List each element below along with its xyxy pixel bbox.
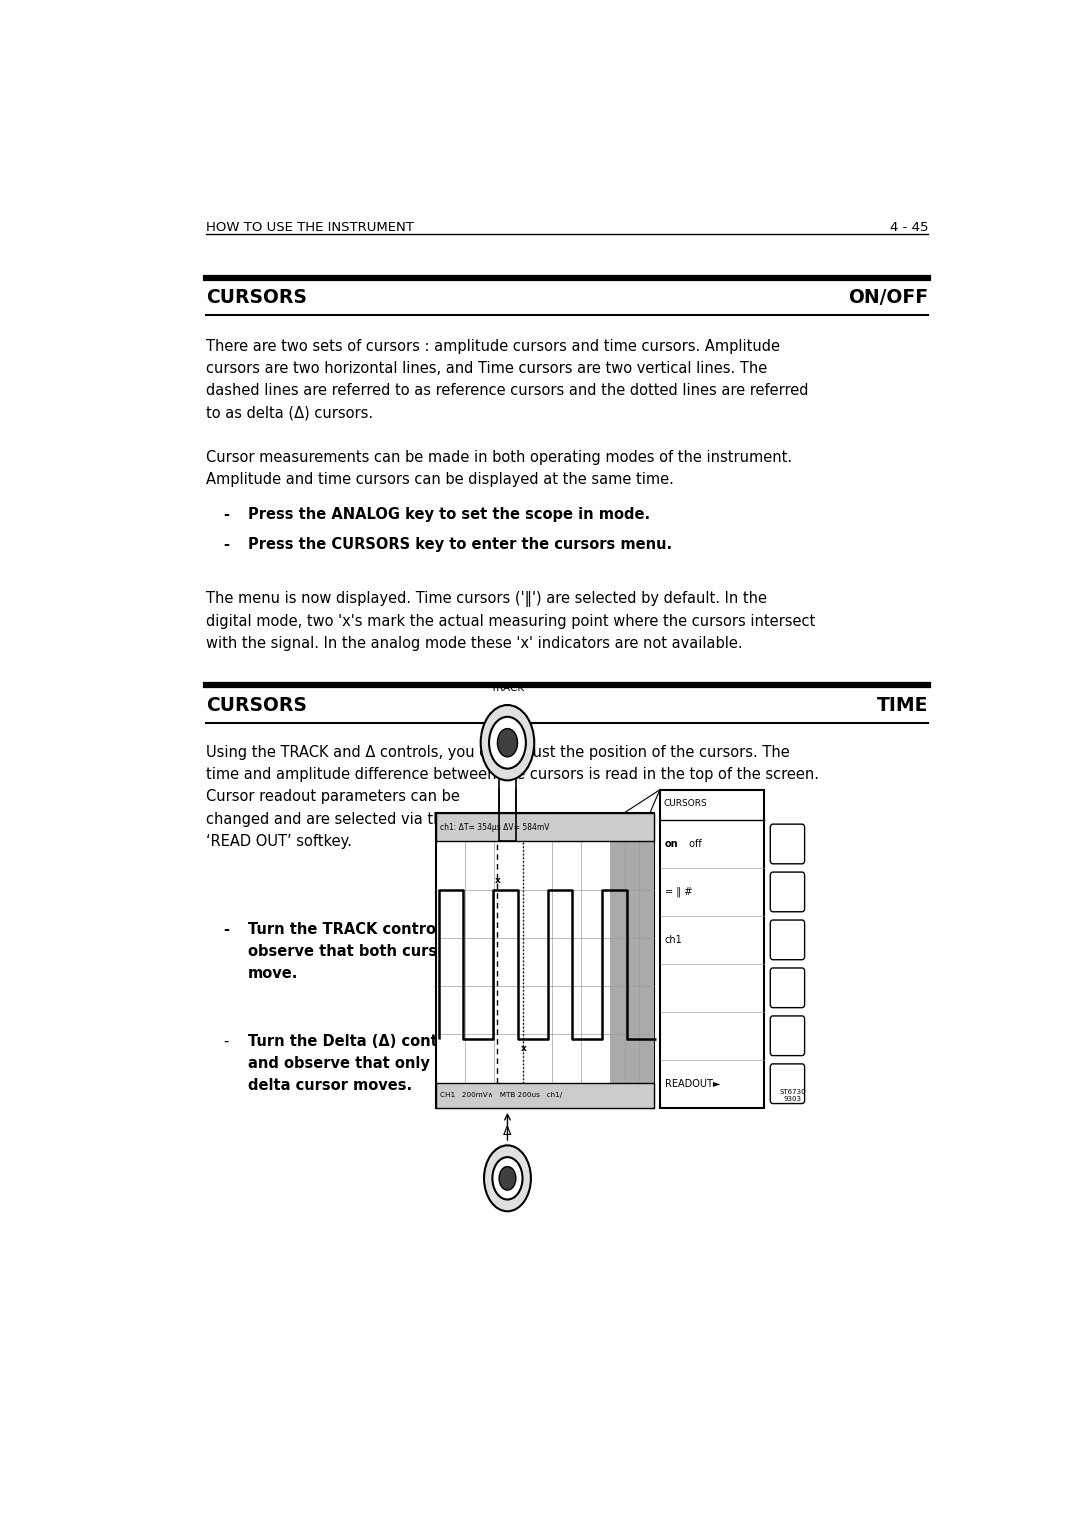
Text: Press the ANALOG key to set the scope in mode.: Press the ANALOG key to set the scope in… (248, 508, 650, 523)
Bar (436, 813, 654, 841)
Text: Press the CURSORS key to enter the cursors menu.: Press the CURSORS key to enter the curso… (248, 537, 672, 552)
FancyBboxPatch shape (770, 872, 805, 911)
Text: Cursor measurements can be made in both operating modes of the instrument.
Ampli: Cursor measurements can be made in both … (206, 450, 793, 486)
Text: CURSORS: CURSORS (206, 696, 307, 714)
FancyBboxPatch shape (770, 968, 805, 1008)
Text: CURSORS: CURSORS (663, 798, 707, 807)
Text: Turn the Delta (Δ) control
and observe that only the
delta cursor moves.: Turn the Delta (Δ) control and observe t… (248, 1034, 462, 1093)
Text: READOUT►: READOUT► (665, 1079, 720, 1089)
Bar (660, 790, 765, 1107)
FancyBboxPatch shape (770, 920, 805, 960)
Text: Using the TRACK and Δ controls, you can adjust the position of the cursors. The
: Using the TRACK and Δ controls, you can … (206, 745, 819, 849)
Text: The menu is now displayed. Time cursors ('‖') are selected by default. In the
di: The menu is now displayed. Time cursors … (206, 590, 815, 651)
Text: ch1: ch1 (665, 934, 683, 945)
Bar (610, 813, 654, 1107)
Circle shape (492, 1157, 523, 1200)
Text: x: x (521, 1044, 526, 1053)
Text: HOW TO USE THE INSTRUMENT: HOW TO USE THE INSTRUMENT (206, 222, 414, 234)
Text: -: - (222, 537, 229, 552)
Text: CH1   200mV∧   MTB 200us   ch1/: CH1 200mV∧ MTB 200us ch1/ (440, 1092, 562, 1098)
Text: x: x (495, 876, 500, 885)
Circle shape (499, 1167, 516, 1190)
Bar (436, 1083, 654, 1107)
Text: = ‖ #: = ‖ # (665, 887, 692, 898)
Text: There are two sets of cursors : amplitude cursors and time cursors. Amplitude
cu: There are two sets of cursors : amplitud… (206, 339, 809, 420)
Text: CURSORS: CURSORS (206, 289, 307, 307)
Text: TRACK: TRACK (490, 683, 525, 693)
Text: Turn the TRACK control and
observe that both cursors
move.: Turn the TRACK control and observe that … (248, 922, 477, 982)
Circle shape (484, 1145, 531, 1211)
Text: -: - (222, 922, 229, 937)
Text: on: on (665, 839, 678, 849)
Text: off: off (686, 839, 702, 849)
Text: ON/OFF: ON/OFF (849, 289, 929, 307)
Circle shape (481, 705, 535, 780)
Text: TIME: TIME (877, 696, 929, 714)
FancyBboxPatch shape (770, 824, 805, 864)
Text: ch1: ΔT= 354μs ΔV= 584mV: ch1: ΔT= 354μs ΔV= 584mV (440, 823, 549, 832)
Circle shape (489, 717, 526, 769)
Text: Δ: Δ (503, 1125, 512, 1138)
FancyBboxPatch shape (770, 1064, 805, 1104)
Text: 4 - 45: 4 - 45 (890, 222, 929, 234)
FancyBboxPatch shape (770, 1015, 805, 1055)
Text: ST6730
9303: ST6730 9303 (780, 1089, 807, 1102)
Text: -: - (222, 1034, 228, 1049)
Bar (436, 813, 654, 1107)
Text: -: - (222, 508, 229, 523)
Circle shape (498, 729, 517, 757)
